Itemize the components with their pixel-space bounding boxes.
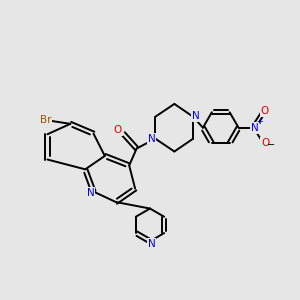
- Text: N: N: [192, 111, 200, 121]
- Text: −: −: [267, 140, 275, 150]
- Text: O: O: [261, 138, 269, 148]
- Text: N: N: [251, 123, 259, 133]
- Text: N: N: [87, 188, 94, 198]
- Text: +: +: [256, 117, 263, 126]
- Text: N: N: [148, 134, 156, 144]
- Text: O: O: [261, 106, 269, 116]
- Text: N: N: [148, 238, 155, 249]
- Text: O: O: [114, 125, 122, 135]
- Text: Br: Br: [40, 115, 51, 125]
